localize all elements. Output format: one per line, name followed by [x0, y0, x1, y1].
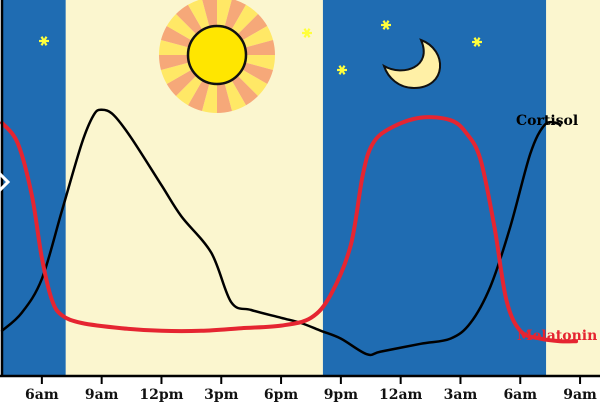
x-tick-label: 3am: [444, 387, 478, 403]
crescent-moon-icon: [382, 38, 441, 90]
x-tick-label: 6pm: [264, 387, 299, 403]
band-night-0: [2, 0, 66, 376]
x-tick-label: 6am: [25, 387, 59, 403]
sun-icon: [159, 0, 275, 113]
star-icon: [472, 37, 482, 47]
series-lines: [0, 108, 579, 357]
x-tick-label: 9am: [85, 387, 119, 403]
star-icon: [381, 20, 391, 30]
band-day-3: [546, 0, 600, 376]
star-icon: [337, 65, 347, 75]
series-label-melatonin: Melatonin: [517, 328, 597, 344]
x-tick-label: 6am: [503, 387, 537, 403]
left-arrow-icon: [0, 171, 11, 193]
x-tick-label: 12am: [379, 387, 423, 403]
series-line-melatonin: [0, 115, 579, 344]
stars-group: [39, 20, 482, 75]
star-icon: [39, 36, 49, 46]
day-night-bands: [2, 0, 600, 376]
x-tick-label: 12pm: [139, 387, 183, 403]
x-ticks: 6am 9am 12pm 3pm 6pm 9pm 12am 3am 6am 9am: [25, 376, 597, 403]
x-tick-label: 9pm: [324, 387, 359, 403]
sun-disc: [186, 24, 248, 86]
series-label-cortisol: Cortisol: [516, 113, 578, 129]
series-line-cortisol: [0, 108, 562, 357]
star-icon: [302, 28, 312, 38]
x-tick-label: 3pm: [204, 387, 239, 403]
x-tick-label: 9am: [563, 387, 597, 403]
